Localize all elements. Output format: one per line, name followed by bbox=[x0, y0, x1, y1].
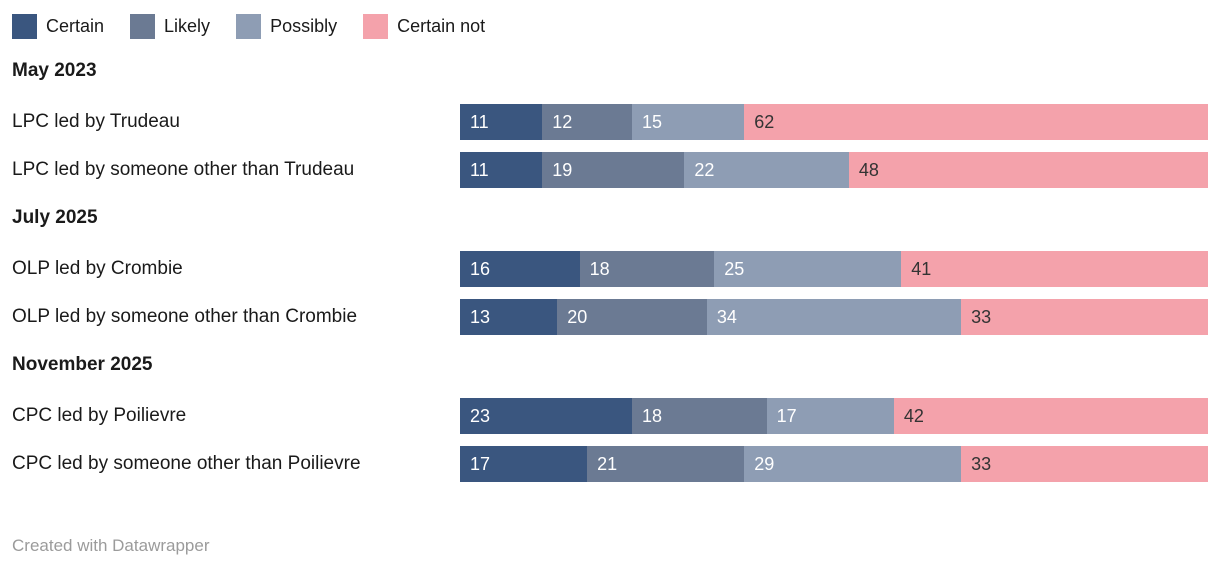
bar-segment-certain-not[interactable]: 48 bbox=[848, 152, 1208, 188]
bar-row-lpc-led-by-trudeau: LPC led by Trudeau 11 12 15 62 bbox=[12, 104, 1208, 140]
legend-label-likely: Likely bbox=[164, 16, 211, 36]
bar-row-olp-led-by-crombie: OLP led by Crombie 16 18 25 41 bbox=[12, 251, 1208, 287]
legend-item-certain: Certain bbox=[12, 14, 104, 39]
row-label: CPC led by Poilievre bbox=[12, 405, 187, 426]
legend-label-certain-not: Certain not bbox=[397, 16, 486, 36]
bar-segment-certain-not[interactable]: 42 bbox=[893, 398, 1208, 434]
bar-segment-likely[interactable]: 19 bbox=[542, 152, 685, 188]
section-header-november-2025: November 2025 bbox=[12, 354, 153, 375]
bar-segment-certain-not[interactable]: 62 bbox=[744, 104, 1208, 140]
certain-swatch-icon bbox=[12, 14, 37, 39]
bar-segment-certain-not[interactable]: 41 bbox=[901, 251, 1208, 287]
row-label: OLP led by someone other than Crombie bbox=[12, 306, 358, 327]
bar-segment-likely[interactable]: 18 bbox=[579, 251, 715, 287]
legend-label-certain: Certain bbox=[46, 16, 105, 36]
certain-not-swatch-icon bbox=[363, 14, 389, 39]
row-label: CPC led by someone other than Poilievre bbox=[12, 453, 361, 474]
bar-segment-likely[interactable]: 12 bbox=[542, 104, 633, 140]
legend-item-possibly: Possibly bbox=[236, 14, 337, 39]
bar-segment-possibly[interactable]: 22 bbox=[684, 152, 849, 188]
row-label: OLP led by Crombie bbox=[12, 258, 183, 279]
bar-segment-certain[interactable]: 23 bbox=[460, 398, 633, 434]
row-label: LPC led by Trudeau bbox=[12, 111, 180, 132]
bar-track: 13 20 34 33 bbox=[460, 299, 1208, 335]
bar-row-cpc-led-by-poilievre: CPC led by Poilievre 23 18 17 42 bbox=[12, 398, 1208, 434]
bar-segment-certain[interactable]: 17 bbox=[460, 446, 588, 482]
bar-track: 16 18 25 41 bbox=[460, 251, 1208, 287]
legend-item-certain-not: Certain not bbox=[363, 14, 485, 39]
bar-track: 23 18 17 42 bbox=[460, 398, 1208, 434]
datawrapper-attribution-link[interactable]: Created with Datawrapper bbox=[12, 536, 210, 555]
row-label: LPC led by someone other than Trudeau bbox=[12, 159, 355, 180]
stacked-bar-chart: May 2023 LPC led by Trudeau 11 12 15 62 LPC le… bbox=[12, 59, 1208, 482]
bar-segment-certain[interactable]: 16 bbox=[460, 251, 580, 287]
bar-segment-possibly[interactable]: 25 bbox=[714, 251, 902, 287]
bar-row-lpc-led-by-someone-other-than-trudeau: LPC led by someone other than Trudeau 11 1… bbox=[12, 152, 1208, 188]
bar-segment-certain[interactable]: 13 bbox=[460, 299, 558, 335]
bar-row-olp-led-by-someone-other-than-crombie: OLP led by someone other than Crombie 13 2… bbox=[12, 299, 1208, 335]
bar-row-cpc-led-by-someone-other-than-poilievre: CPC led by someone other than Poilievre 1… bbox=[12, 446, 1208, 482]
bar-segment-possibly[interactable]: 29 bbox=[744, 446, 962, 482]
legend: Certain Likely Possibly Certain not bbox=[12, 14, 1208, 39]
possibly-swatch-icon bbox=[236, 14, 262, 39]
bar-segment-likely[interactable]: 18 bbox=[632, 398, 767, 434]
section-header-may-2023: May 2023 bbox=[12, 60, 97, 81]
likely-swatch-icon bbox=[130, 14, 156, 39]
legend-label-possibly: Possibly bbox=[270, 16, 338, 36]
bar-segment-possibly[interactable]: 17 bbox=[766, 398, 894, 434]
section-header-july-2025: July 2025 bbox=[12, 207, 98, 228]
bar-track: 11 19 22 48 bbox=[460, 152, 1208, 188]
bar-segment-possibly[interactable]: 15 bbox=[632, 104, 745, 140]
bar-track: 17 21 29 33 bbox=[460, 446, 1208, 482]
bar-segment-possibly[interactable]: 34 bbox=[706, 299, 962, 335]
bar-segment-certain-not[interactable]: 33 bbox=[961, 299, 1208, 335]
bar-segment-certain-not[interactable]: 33 bbox=[961, 446, 1208, 482]
legend-item-likely: Likely bbox=[130, 14, 210, 39]
bar-segment-certain[interactable]: 11 bbox=[460, 152, 543, 188]
bar-track: 11 12 15 62 bbox=[460, 104, 1208, 140]
bar-segment-likely[interactable]: 21 bbox=[587, 446, 745, 482]
bar-segment-certain[interactable]: 11 bbox=[460, 104, 543, 140]
bar-segment-likely[interactable]: 20 bbox=[557, 299, 707, 335]
